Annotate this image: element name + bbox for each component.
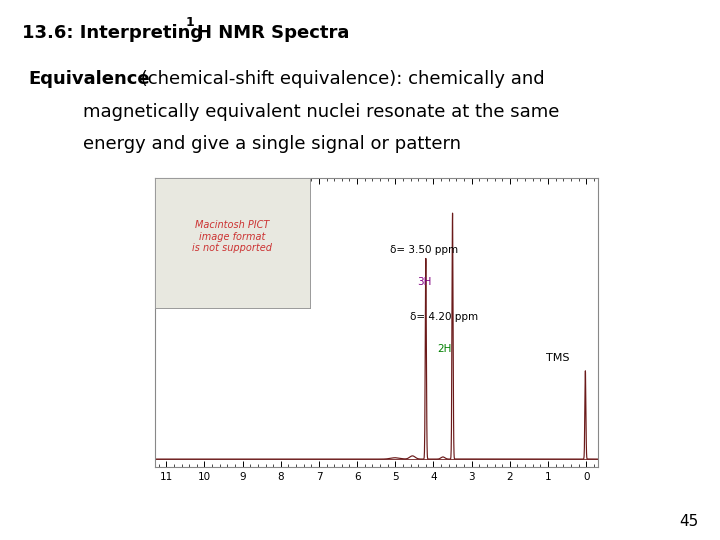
Text: 1: 1 xyxy=(186,16,194,29)
Text: 3H: 3H xyxy=(417,277,431,287)
Text: 13.6: Interpreting: 13.6: Interpreting xyxy=(22,24,209,42)
Text: H NMR Spectra: H NMR Spectra xyxy=(197,24,349,42)
Text: 2H: 2H xyxy=(437,344,451,354)
Text: magnetically equivalent nuclei resonate at the same: magnetically equivalent nuclei resonate … xyxy=(83,103,559,120)
Text: δ= 4.20 ppm: δ= 4.20 ppm xyxy=(410,312,478,322)
Text: TMS: TMS xyxy=(546,353,570,363)
Text: (chemical-shift equivalence): chemically and: (chemical-shift equivalence): chemically… xyxy=(135,70,545,88)
Text: Macintosh PICT
image format
is not supported: Macintosh PICT image format is not suppo… xyxy=(192,220,272,253)
Text: energy and give a single signal or pattern: energy and give a single signal or patte… xyxy=(83,135,461,153)
Text: Equivalence: Equivalence xyxy=(29,70,150,88)
Text: δ= 3.50 ppm: δ= 3.50 ppm xyxy=(390,245,458,255)
Text: 45: 45 xyxy=(679,514,698,529)
